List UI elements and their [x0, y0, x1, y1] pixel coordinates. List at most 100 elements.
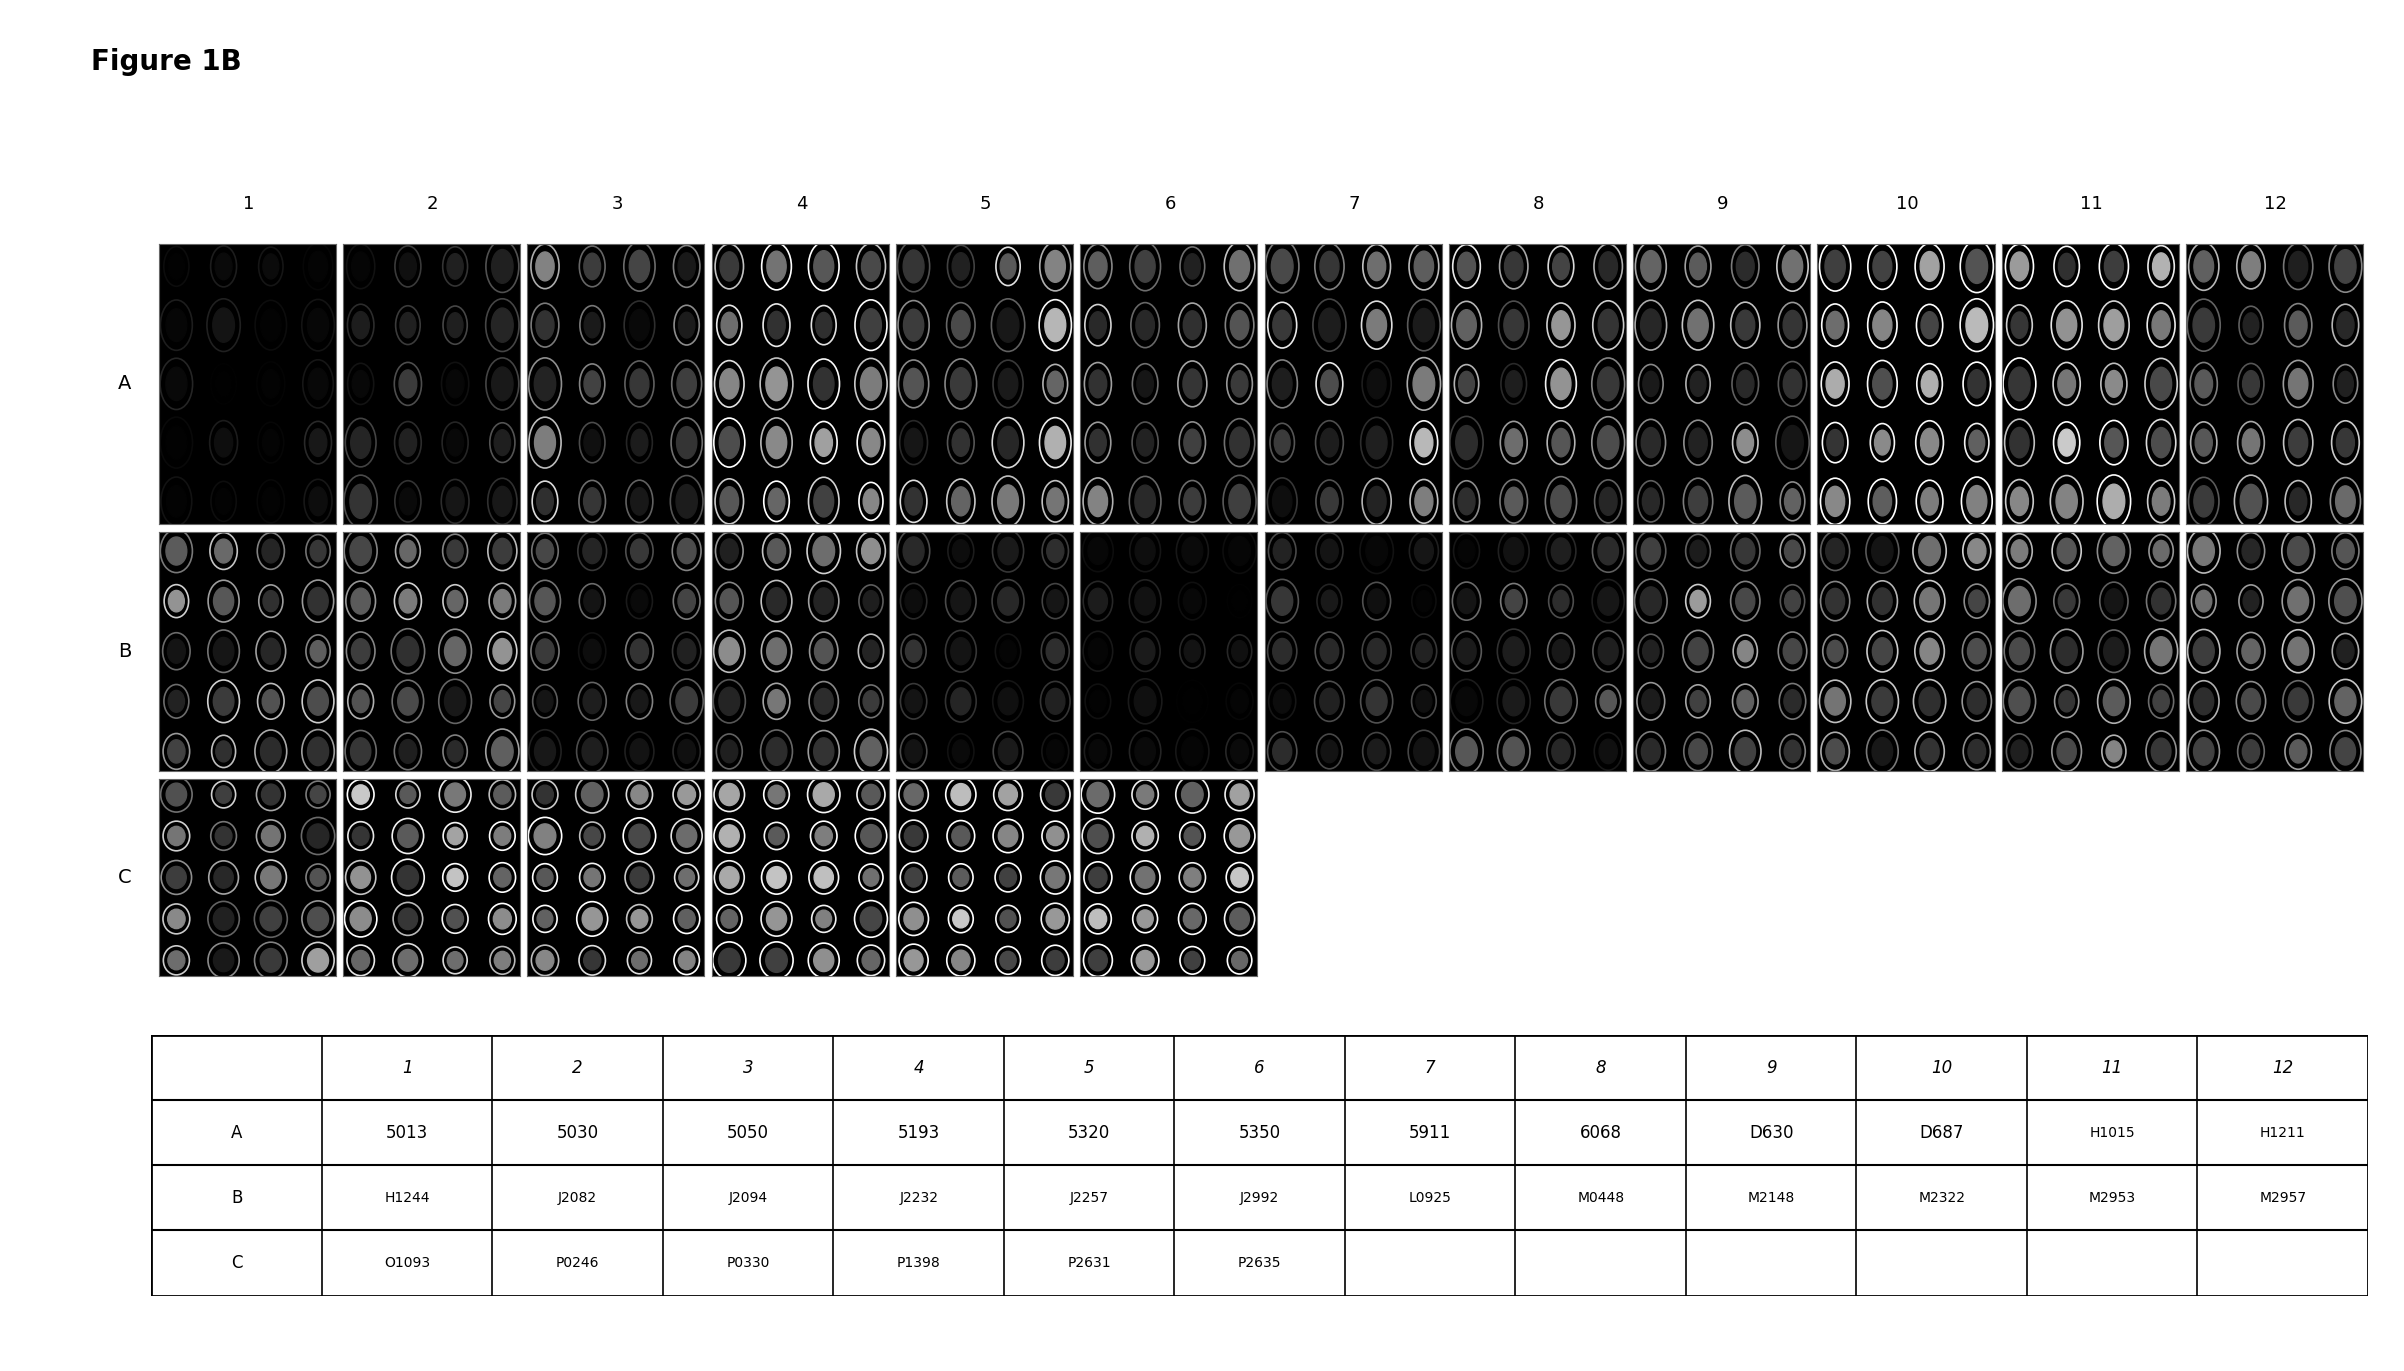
Circle shape — [1274, 430, 1291, 455]
Circle shape — [1873, 487, 1892, 515]
Circle shape — [863, 591, 880, 611]
Circle shape — [1183, 909, 1202, 930]
Circle shape — [1966, 308, 1988, 343]
Circle shape — [534, 738, 555, 765]
Circle shape — [2334, 587, 2356, 616]
Circle shape — [1274, 539, 1291, 563]
Circle shape — [2058, 310, 2077, 341]
Circle shape — [952, 688, 971, 714]
Circle shape — [678, 590, 695, 613]
Circle shape — [1459, 540, 1476, 562]
Text: P1398: P1398 — [897, 1256, 940, 1270]
Circle shape — [1599, 638, 1618, 665]
Circle shape — [719, 825, 740, 847]
Circle shape — [2106, 428, 2123, 457]
Circle shape — [1089, 588, 1108, 614]
Circle shape — [1231, 690, 1248, 713]
Circle shape — [584, 429, 601, 455]
Circle shape — [863, 429, 880, 457]
Circle shape — [1272, 369, 1291, 399]
Circle shape — [2195, 591, 2212, 611]
Text: B: B — [231, 1189, 243, 1206]
Circle shape — [2243, 370, 2260, 398]
Circle shape — [536, 588, 555, 614]
Circle shape — [1599, 310, 1618, 341]
Circle shape — [1272, 587, 1293, 616]
Circle shape — [1368, 310, 1387, 341]
Circle shape — [904, 784, 923, 805]
Circle shape — [2337, 311, 2354, 339]
Circle shape — [1642, 251, 1661, 282]
Circle shape — [1642, 428, 1661, 458]
Text: 5320: 5320 — [1067, 1124, 1111, 1142]
Circle shape — [721, 313, 738, 339]
Circle shape — [678, 869, 695, 886]
Circle shape — [1000, 868, 1017, 887]
Circle shape — [1416, 640, 1433, 662]
Circle shape — [2334, 738, 2356, 765]
Circle shape — [1784, 488, 1801, 514]
Circle shape — [1089, 639, 1108, 664]
Text: H1211: H1211 — [2260, 1126, 2305, 1139]
Circle shape — [1137, 370, 1154, 398]
Circle shape — [308, 908, 329, 931]
Circle shape — [397, 824, 418, 847]
Circle shape — [2243, 313, 2260, 337]
Circle shape — [2154, 540, 2168, 562]
Circle shape — [767, 638, 786, 665]
Text: J2082: J2082 — [558, 1191, 596, 1205]
Circle shape — [815, 827, 832, 846]
Circle shape — [815, 910, 832, 928]
Circle shape — [399, 488, 416, 514]
Circle shape — [262, 784, 281, 805]
Circle shape — [262, 825, 281, 846]
Circle shape — [2289, 488, 2308, 515]
Circle shape — [815, 251, 834, 282]
Circle shape — [1966, 485, 1986, 517]
Circle shape — [863, 489, 880, 514]
Circle shape — [721, 590, 738, 613]
Text: 4: 4 — [796, 195, 808, 213]
Circle shape — [1505, 429, 1522, 457]
Circle shape — [1873, 638, 1892, 665]
Circle shape — [534, 426, 555, 459]
Circle shape — [767, 539, 786, 563]
Circle shape — [1969, 739, 1986, 764]
Circle shape — [168, 591, 185, 611]
Circle shape — [493, 909, 512, 930]
Circle shape — [678, 539, 697, 563]
Circle shape — [445, 687, 466, 716]
Circle shape — [1089, 252, 1106, 281]
Circle shape — [1320, 488, 1339, 515]
Circle shape — [630, 824, 649, 847]
Circle shape — [2012, 313, 2029, 339]
Circle shape — [1969, 370, 1986, 398]
Circle shape — [397, 687, 418, 716]
Circle shape — [952, 588, 971, 614]
Circle shape — [399, 739, 416, 764]
Circle shape — [1553, 428, 1570, 457]
Circle shape — [536, 950, 553, 971]
Circle shape — [166, 485, 188, 517]
Circle shape — [1457, 252, 1476, 281]
Circle shape — [1642, 739, 1661, 764]
Circle shape — [1272, 487, 1291, 517]
Circle shape — [721, 539, 738, 563]
Circle shape — [447, 740, 464, 762]
Circle shape — [168, 951, 185, 969]
Circle shape — [447, 487, 464, 515]
Circle shape — [399, 429, 416, 457]
Circle shape — [1320, 539, 1339, 563]
Circle shape — [1183, 868, 1202, 887]
Circle shape — [1048, 372, 1063, 396]
Circle shape — [1601, 691, 1615, 713]
Circle shape — [1185, 827, 1200, 845]
Circle shape — [490, 736, 512, 766]
Circle shape — [1873, 738, 1892, 765]
Circle shape — [1553, 591, 1570, 611]
Circle shape — [1551, 687, 1572, 716]
Circle shape — [1231, 426, 1250, 458]
Circle shape — [1457, 736, 1478, 766]
Circle shape — [2337, 539, 2354, 563]
Circle shape — [447, 370, 464, 398]
